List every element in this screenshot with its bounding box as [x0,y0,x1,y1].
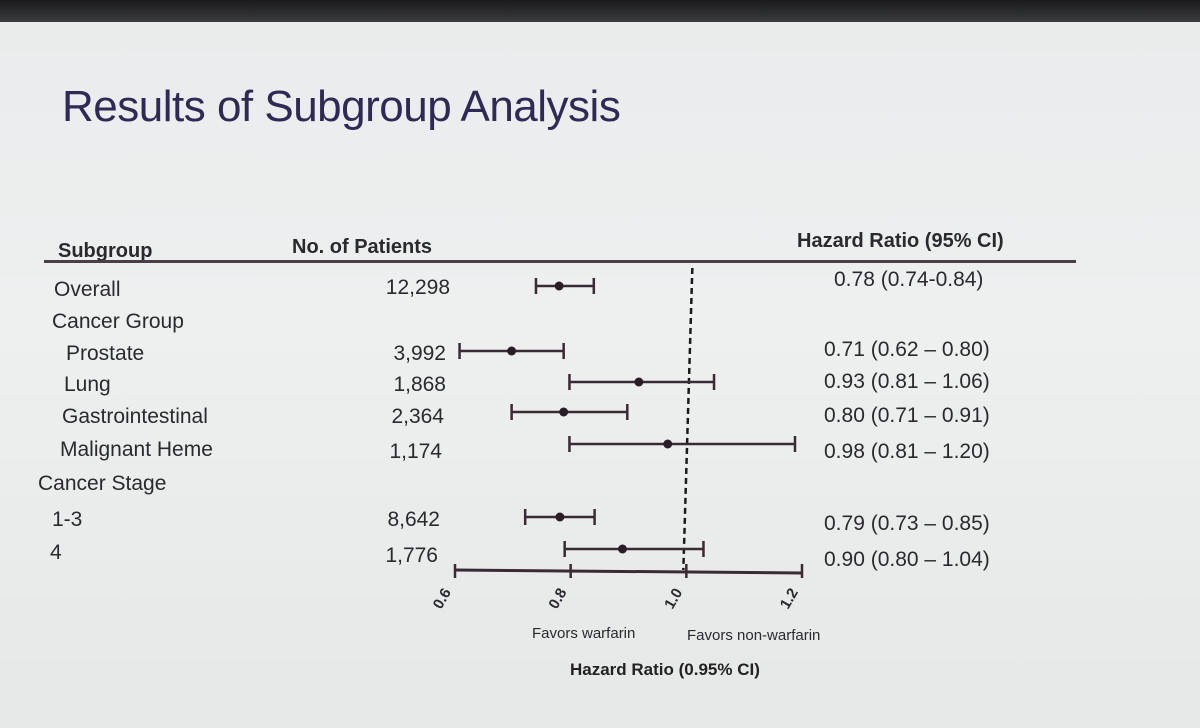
row-label-lung: Lung [64,373,111,396]
x-tick-label-1: 0.8 [545,585,570,612]
x-tick-label-0: 0.6 [430,585,455,612]
patients-lung: 1,868 [393,373,446,396]
hr-text-lung: 0.93 (0.81 – 1.06) [824,370,990,393]
favors-non-warfarin-label: Favors non-warfarin [687,627,821,644]
patients-header: No. of Patients [292,236,433,258]
hr-text-stage-1-3: 0.79 (0.73 – 0.85) [824,512,990,535]
favors-warfarin-label: Favors warfarin [532,625,636,642]
point-estimate-lung [634,377,644,387]
hr-text-prostate: 0.71 (0.62 – 0.80) [824,338,990,361]
header-rule [44,260,1076,263]
x-axis-title: Hazard Ratio (0.95% CI) [570,660,760,679]
x-axis-line [454,568,803,575]
x-tick-label-3: 1.2 [777,585,802,612]
row-label-stage-4: 4 [50,541,62,564]
row-label-overall: Overall [54,278,121,301]
row-label-malignant-heme: Malignant Heme [60,438,213,461]
slide-title: Results of Subgroup Analysis [62,82,621,131]
patients-stage-1-3: 8,642 [387,508,440,531]
subgroup-header: Subgroup [58,240,153,262]
point-estimate-1-3 [555,512,565,522]
patients-stage-4: 1,776 [385,544,438,567]
row-label-cancer-group: Cancer Group [52,310,184,333]
row-label-prostate: Prostate [66,342,145,365]
patients-malignant-heme: 1,174 [389,440,442,463]
point-estimate-malignant-heme [663,439,673,449]
point-estimate-overall [554,281,564,291]
point-estimate-gastrointestinal [559,407,569,417]
patients-gastrointestinal: 2,364 [391,405,444,428]
row-label-cancer-stage: Cancer Stage [38,472,167,495]
hr-text-stage-4: 0.90 (0.80 – 1.04) [824,548,990,571]
point-estimate-prostate [507,346,517,356]
hr-text-overall: 0.78 (0.74-0.84) [834,268,984,291]
point-estimate-4 [618,544,627,554]
hr-text-malignant-heme: 0.98 (0.81 – 1.20) [824,440,990,463]
projector-top-edge [0,0,1200,22]
x-tick-label-2: 1.0 [661,585,686,612]
reference-line [682,267,694,571]
patients-overall: 12,298 [385,276,450,299]
patients-prostate: 3,992 [393,342,446,365]
hr-text-gastrointestinal: 0.80 (0.71 – 0.91) [824,404,990,427]
hazard-ratio-header: Hazard Ratio (95% CI) [797,230,1004,252]
row-label-gastrointestinal: Gastrointestinal [62,405,208,428]
row-label-stage-1-3: 1-3 [52,508,83,531]
